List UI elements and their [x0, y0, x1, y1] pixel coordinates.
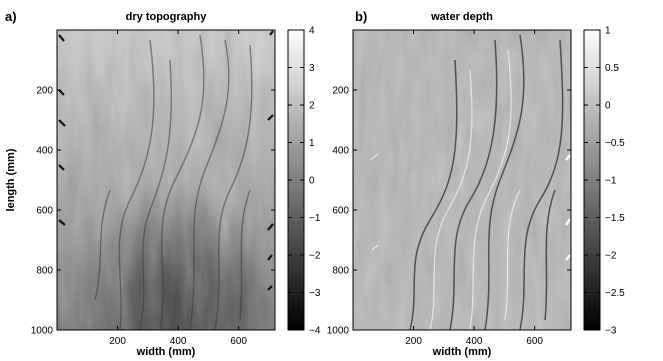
- colorbar-tick-label: −1.5: [605, 213, 625, 224]
- panel-a-ticks: 200 400 600 200 400 600 800 1000: [31, 30, 275, 347]
- panel-a-axes-frame: [56, 29, 276, 331]
- panel-a: a) dry topography 200 400 600 200 400 600 800 1…: [5, 9, 276, 358]
- panel-b-title: water depth: [430, 11, 493, 23]
- colorbar-a-ticks: 4 3 2 1 0 −1 −2 −3 −4: [288, 26, 321, 337]
- y-tick-label: 600: [36, 206, 53, 217]
- colorbar-tick-label: 1: [309, 138, 315, 149]
- colorbar-tick-label: −2: [309, 251, 321, 262]
- colorbar-a: 4 3 2 1 0 −1 −2 −3 −4: [287, 26, 321, 337]
- x-tick-label: 200: [109, 336, 126, 347]
- panel-a-ylabel: length (mm): [5, 148, 17, 211]
- y-tick-label: 1000: [327, 326, 350, 337]
- y-tick-label: 200: [332, 86, 349, 97]
- panel-b-letter: b): [355, 9, 367, 24]
- colorbar-tick-label: 0.5: [605, 63, 619, 74]
- colorbar-tick-label: 4: [309, 26, 315, 37]
- panel-a-letter: a): [5, 9, 17, 24]
- panel-b-xlabel: width (mm): [432, 346, 492, 358]
- panel-b-heatmap: [353, 30, 571, 330]
- colorbar-b-ticks: 1 0.5 0 −0.5 −1 −1.5 −2 −2.5 −3: [584, 26, 625, 337]
- colorbar-tick-label: −3: [605, 326, 617, 337]
- colorbar-tick-label: 0: [605, 101, 611, 112]
- colorbar-b: 1 0.5 0 −0.5 −1 −1.5 −2 −2.5 −3: [583, 26, 625, 337]
- x-tick-label: 600: [230, 336, 247, 347]
- y-tick-label: 800: [36, 266, 53, 277]
- x-tick-label: 200: [405, 336, 422, 347]
- colorbar-tick-label: −1: [605, 176, 617, 187]
- colorbar-tick-label: 2: [309, 101, 315, 112]
- y-tick-label: 200: [36, 86, 53, 97]
- y-tick-label: 400: [36, 146, 53, 157]
- panel-a-heatmap: [57, 30, 275, 330]
- colorbar-tick-label: 0: [309, 176, 315, 187]
- colorbar-tick-label: −4: [309, 326, 321, 337]
- x-tick-label: 600: [526, 336, 543, 347]
- colorbar-tick-label: −2.5: [605, 288, 625, 299]
- panel-b-axes-frame: [352, 29, 572, 331]
- colorbar-tick-label: 3: [309, 63, 315, 74]
- colorbar-tick-label: −3: [309, 288, 321, 299]
- colorbar-tick-label: −0.5: [605, 138, 625, 149]
- colorbar-tick-label: 1: [605, 26, 611, 37]
- panel-a-title: dry topography: [126, 11, 208, 23]
- y-tick-label: 800: [332, 266, 349, 277]
- colorbar-tick-label: −2: [605, 251, 617, 262]
- x-tick-label: 400: [170, 336, 187, 347]
- y-tick-label: 400: [332, 146, 349, 157]
- y-tick-label: 1000: [31, 326, 54, 337]
- panel-a-xlabel: width (mm): [136, 346, 196, 358]
- colorbar-tick-label: −1: [309, 213, 321, 224]
- y-tick-label: 600: [332, 206, 349, 217]
- x-tick-label: 400: [466, 336, 483, 347]
- panel-b-ticks: 200 400 600 200 400 600 800 1000: [327, 30, 571, 347]
